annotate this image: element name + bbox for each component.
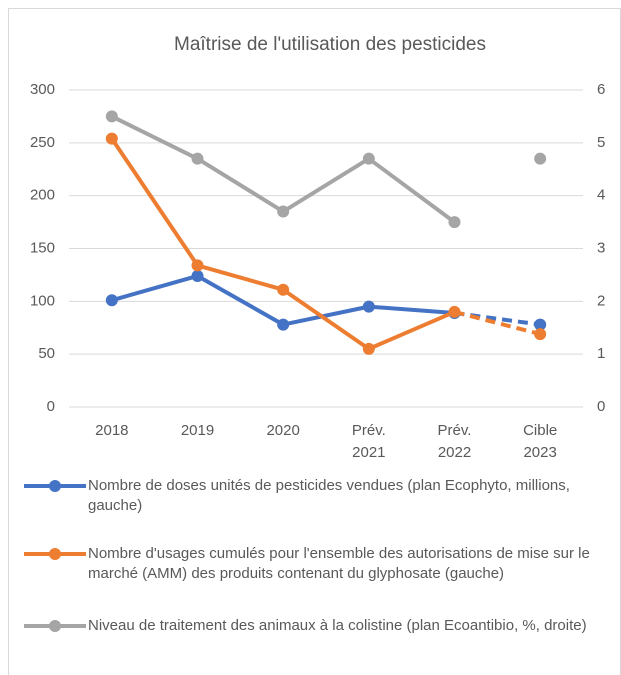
series-line: [110, 137, 456, 351]
series-line-projection: [453, 309, 541, 337]
data-point: [191, 259, 204, 272]
y2-tick-label: 4: [597, 187, 605, 204]
x-tick-label: 2020: [266, 422, 299, 439]
y-tick-label: 200: [30, 187, 55, 204]
data-point: [448, 305, 461, 318]
x-tick-label: 2018: [95, 422, 128, 439]
data-point: [191, 269, 204, 282]
data-point: [362, 342, 375, 355]
data-point: [534, 152, 547, 165]
y2-tick-label: 1: [597, 345, 605, 362]
y-tick-label: 0: [47, 398, 55, 415]
data-point: [534, 328, 547, 341]
chart-title: Maîtrise de l'utilisation des pesticides: [174, 34, 486, 55]
data-point: [191, 152, 204, 165]
y2-tick-label: 2: [597, 292, 605, 309]
data-point: [277, 283, 290, 296]
legend-item: Niveau de traitement des animaux à la co…: [22, 616, 612, 636]
y-tick-label: 150: [30, 239, 55, 256]
data-point: [277, 318, 290, 331]
x-tick-label: Cible 2023: [523, 422, 557, 461]
data-point: [277, 205, 290, 218]
y2-tick-label: 0: [597, 398, 605, 415]
legend-marker: [49, 548, 61, 560]
legend-marker: [49, 620, 61, 632]
y2-tick-label: 6: [597, 81, 605, 98]
legend-label: Nombre de doses unités de pesticides ven…: [88, 477, 570, 514]
legend-marker: [49, 480, 61, 492]
legend-label: Niveau de traitement des animaux à la co…: [88, 617, 587, 634]
legend-icon: [24, 480, 86, 492]
data-point: [362, 152, 375, 165]
y2-tick-label: 3: [597, 239, 605, 256]
series-line-projection: [454, 310, 541, 327]
series-line: [111, 273, 455, 327]
legend-icon: [24, 548, 86, 560]
y-tick-label: 250: [30, 134, 55, 151]
x-tick-label: Prév. 2022: [438, 422, 472, 461]
data-point: [105, 294, 118, 307]
data-point: [534, 318, 547, 331]
y2-tick-label: 5: [597, 134, 605, 151]
legend-icon: [24, 620, 86, 632]
y-tick-label: 100: [30, 292, 55, 309]
y-tick-label: 300: [30, 81, 55, 98]
x-tick-label: 2019: [181, 422, 214, 439]
legend-item: Nombre d'usages cumulés pour l'ensemble …: [22, 544, 612, 584]
data-point: [105, 132, 118, 145]
legend-item: Nombre de doses unités de pesticides ven…: [22, 476, 612, 516]
data-point: [362, 300, 375, 313]
x-tick-label: Prév. 2021: [352, 422, 386, 461]
legend-label: Nombre d'usages cumulés pour l'ensemble …: [88, 545, 590, 582]
y-tick-label: 50: [38, 345, 55, 362]
data-point: [448, 216, 461, 229]
data-point: [105, 110, 118, 123]
